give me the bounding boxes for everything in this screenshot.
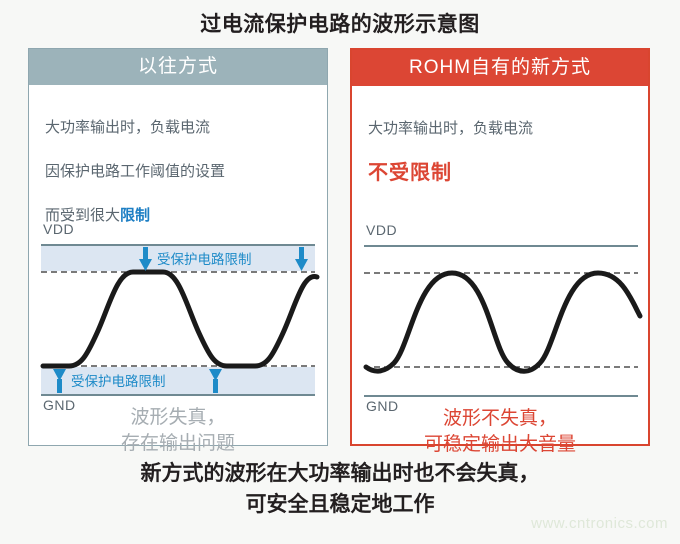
- legacy-conclusion: 波形失真， 存在输出问题: [29, 405, 327, 457]
- new-gnd-label: GND: [366, 398, 399, 414]
- legacy-desc-line-2: 因保护电路工作阈值的设置: [45, 163, 226, 180]
- footer-summary: 新方式的波形在大功率输出时也不会失真， 可安全且稳定地工作: [0, 458, 680, 520]
- legacy-upper-band-label: 受保护电路限制: [157, 252, 252, 267]
- new-desc-highlight: 不受限制: [368, 162, 452, 184]
- watermark: www.cntronics.com: [531, 515, 668, 532]
- legacy-desc-line-3: 而受到很大限制: [45, 205, 327, 227]
- panel-legacy-method: 以往方式 大功率输出时，负载电流 因保护电路工作阈值的设置 而受到很大限制: [28, 48, 328, 454]
- page-title: 过电流保护电路的波形示意图: [200, 13, 480, 36]
- new-desc-line-1: 大功率输出时，负载电流: [368, 120, 534, 137]
- legacy-lower-limit-arrow-right: [209, 369, 222, 393]
- legacy-upper-limit-band: [41, 245, 315, 271]
- legacy-desc-line-3-plain: 而受到很大: [45, 207, 121, 224]
- panel-new-header: ROHM自有的新方式: [352, 50, 648, 86]
- legacy-desc-line-1: 大功率输出时，负载电流: [45, 119, 211, 136]
- panel-legacy-header: 以往方式: [29, 49, 327, 85]
- legacy-gnd-label: GND: [43, 397, 76, 413]
- panel-new-body: 大功率输出时，负载电流 不受限制 VDD GND 波形不失真， 可稳定输出大音量: [352, 86, 650, 455]
- panel-legacy-body: 大功率输出时，负载电流 因保护电路工作阈值的设置 而受到很大限制: [29, 85, 327, 454]
- legacy-description: 大功率输出时，负载电流 因保护电路工作阈值的设置 而受到很大限制: [29, 85, 327, 249]
- legacy-clipped-sine-waveform: [40, 269, 320, 369]
- footer-summary-line-2: 可安全且稳定地工作: [245, 493, 435, 516]
- panel-new-method: ROHM自有的新方式 大功率输出时，负载电流 不受限制 VDD GND: [350, 48, 650, 455]
- legacy-conclusion-line-1: 波形失真，: [130, 407, 226, 428]
- legacy-lower-band-label: 受保护电路限制: [71, 374, 166, 389]
- new-vdd-label: VDD: [366, 222, 398, 238]
- legacy-lower-limit-band: [41, 367, 315, 395]
- new-conclusion-line-1: 波形不失真，: [442, 408, 557, 429]
- legacy-waveform-plot: VDD GND 受保护电路限制 受保护电路限制: [29, 85, 327, 446]
- legacy-upper-limit-arrow-right: [295, 247, 308, 271]
- footer-summary-line-1: 新方式的波形在大功率输出时也不会失真，: [140, 462, 540, 485]
- legacy-upper-limit-arrow-left: [139, 247, 152, 271]
- legacy-conclusion-line-2: 存在输出问题: [120, 433, 235, 454]
- legacy-vdd-label: VDD: [43, 221, 75, 237]
- new-description: 大功率输出时，负载电流 不受限制: [352, 86, 648, 206]
- legacy-desc-highlight: 限制: [120, 207, 151, 224]
- new-sine-waveform: [363, 270, 643, 374]
- new-conclusion: 波形不失真， 可稳定输出大音量: [352, 406, 648, 458]
- new-conclusion-line-2: 可稳定输出大音量: [423, 434, 576, 455]
- new-waveform-plot: VDD GND: [352, 86, 650, 447]
- legacy-lower-limit-arrow-left: [53, 369, 66, 393]
